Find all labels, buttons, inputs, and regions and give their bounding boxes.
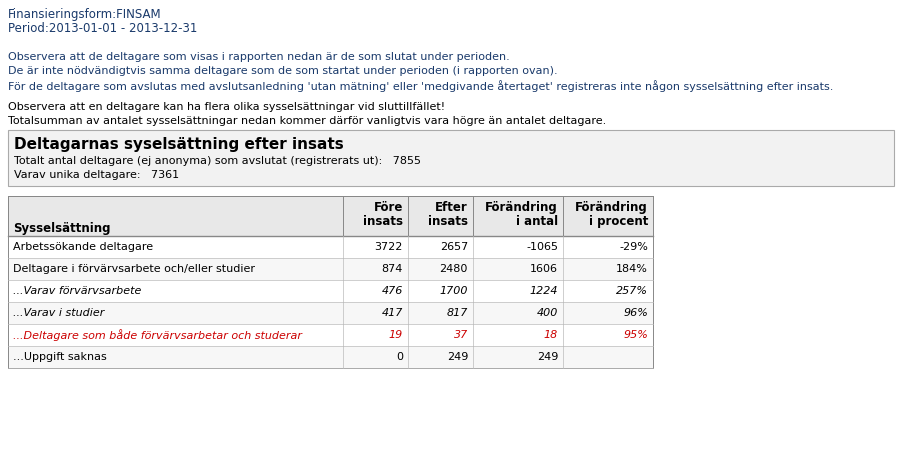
Text: 417: 417 — [382, 308, 403, 318]
Text: Observera att de deltagare som visas i rapporten nedan är de som slutat under pe: Observera att de deltagare som visas i r… — [8, 52, 510, 62]
Text: För de deltagare som avslutas med avslutsanledning 'utan mätning' eller 'medgiva: För de deltagare som avslutas med avslut… — [8, 80, 833, 92]
Text: 249: 249 — [446, 352, 468, 362]
Text: Arbetssökande deltagare: Arbetssökande deltagare — [13, 242, 153, 252]
Bar — [8, 302, 653, 324]
Text: 2480: 2480 — [439, 264, 468, 274]
Text: 249: 249 — [537, 352, 558, 362]
Text: 19: 19 — [389, 330, 403, 340]
Text: 1224: 1224 — [529, 286, 558, 296]
Text: -1065: -1065 — [526, 242, 558, 252]
Text: Totalt antal deltagare (ej anonyma) som avslutat (registrerats ut):   7855: Totalt antal deltagare (ej anonyma) som … — [14, 156, 421, 166]
Text: 817: 817 — [446, 308, 468, 318]
Text: De är inte nödvändigtvis samma deltagare som de som startat under perioden (i ra: De är inte nödvändigtvis samma deltagare… — [8, 66, 557, 76]
Bar — [8, 346, 653, 368]
Text: Efter: Efter — [436, 201, 468, 214]
Text: Period:2013-01-01 - 2013-12-31: Period:2013-01-01 - 2013-12-31 — [8, 22, 198, 35]
Text: 18: 18 — [544, 330, 558, 340]
Text: Observera att en deltagare kan ha flera olika sysselsättningar vid sluttillfälle: Observera att en deltagare kan ha flera … — [8, 102, 445, 112]
Bar — [8, 130, 894, 186]
Text: Förändring: Förändring — [575, 201, 648, 214]
Text: -29%: -29% — [619, 242, 648, 252]
Text: Varav unika deltagare:   7361: Varav unika deltagare: 7361 — [14, 170, 179, 180]
Text: ...Deltagare som både förvärvsarbetar och studerar: ...Deltagare som både förvärvsarbetar oc… — [13, 329, 302, 341]
Text: 184%: 184% — [616, 264, 648, 274]
Text: 0: 0 — [396, 352, 403, 362]
Text: i procent: i procent — [589, 215, 648, 228]
Text: 1606: 1606 — [530, 264, 558, 274]
Text: 476: 476 — [382, 286, 403, 296]
Text: 257%: 257% — [616, 286, 648, 296]
Bar — [8, 324, 653, 346]
Text: Finansieringsform:FINSAM: Finansieringsform:FINSAM — [8, 8, 161, 21]
Text: 874: 874 — [382, 264, 403, 274]
Text: insats: insats — [428, 215, 468, 228]
Text: 400: 400 — [537, 308, 558, 318]
Text: 1700: 1700 — [439, 286, 468, 296]
Text: 96%: 96% — [623, 308, 648, 318]
Text: ...Varav i studier: ...Varav i studier — [13, 308, 105, 318]
Text: Totalsumman av antalet sysselsättningar nedan kommer därför vanligtvis vara högr: Totalsumman av antalet sysselsättningar … — [8, 116, 606, 126]
Text: 95%: 95% — [623, 330, 648, 340]
Text: i antal: i antal — [516, 215, 558, 228]
Text: 2657: 2657 — [440, 242, 468, 252]
Text: ...Varav förvärvsarbete: ...Varav förvärvsarbete — [13, 286, 142, 296]
Text: insats: insats — [363, 215, 403, 228]
Text: ...Uppgift saknas: ...Uppgift saknas — [13, 352, 106, 362]
Text: Sysselsättning: Sysselsättning — [13, 222, 111, 235]
Text: 37: 37 — [454, 330, 468, 340]
Bar — [8, 196, 653, 236]
Bar — [8, 236, 653, 258]
Text: 3722: 3722 — [374, 242, 403, 252]
Bar — [8, 258, 653, 280]
Text: Deltagarnas syselsättning efter insats: Deltagarnas syselsättning efter insats — [14, 137, 344, 152]
Bar — [8, 280, 653, 302]
Text: Deltagare i förvärvsarbete och/eller studier: Deltagare i förvärvsarbete och/eller stu… — [13, 264, 255, 274]
Text: Före: Före — [373, 201, 403, 214]
Text: Förändring: Förändring — [485, 201, 558, 214]
